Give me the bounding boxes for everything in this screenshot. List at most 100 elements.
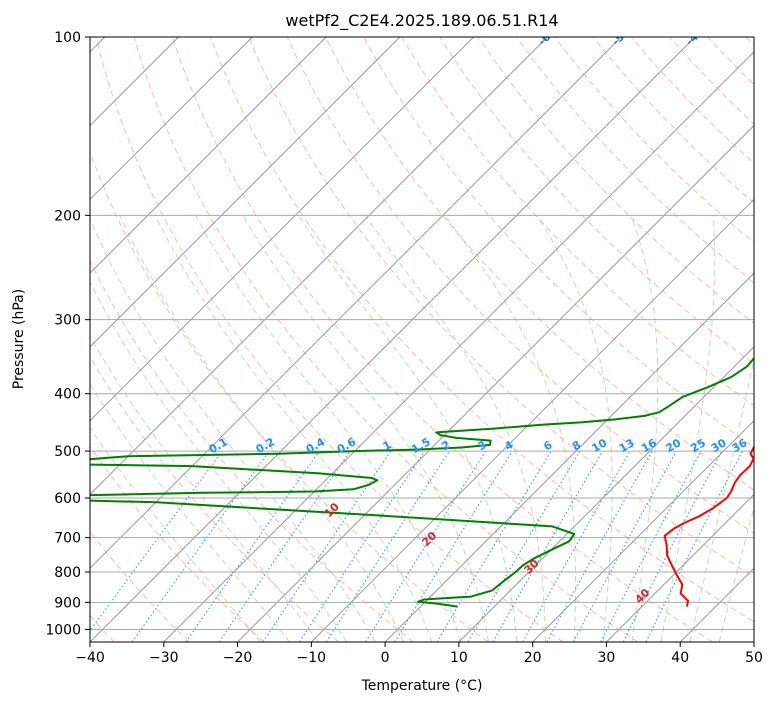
dry-adiabat-label: 20 <box>419 529 439 549</box>
y-tick-label: 1000 <box>45 622 81 638</box>
x-tick-label: −10 <box>297 650 327 666</box>
y-tick-label: 100 <box>54 30 81 46</box>
y-axis-label: Pressure (hPa) <box>11 288 27 390</box>
isotherm-label: -60 <box>535 25 558 48</box>
dry-adiabat <box>516 37 754 284</box>
y-tick-label: 900 <box>54 595 81 611</box>
mixing-ratio-line <box>299 450 426 642</box>
dry-adiabat <box>286 37 754 534</box>
dry-adiabat <box>90 356 339 642</box>
mixing-ratio-line <box>185 450 320 642</box>
isotherm <box>679 567 754 642</box>
isotherm <box>458 346 754 642</box>
dry-adiabat <box>363 37 754 449</box>
dry-adiabat <box>477 37 754 324</box>
isotherm <box>606 493 754 642</box>
dry-adiabat <box>90 445 265 642</box>
mixing-ratio-label: 13 <box>617 436 637 455</box>
mixing-ratio-line <box>572 450 677 642</box>
dry-adiabat <box>745 37 754 47</box>
isotherm <box>90 37 401 348</box>
isotherm <box>310 198 754 642</box>
y-tick-label: 700 <box>54 531 81 547</box>
grid-lines <box>90 37 754 642</box>
axis-ticks: −40 −30 −20 −10 0 10 20 30 40 50 100 200 300 400 500 60… <box>45 30 763 666</box>
mixing-ratio-line <box>394 450 513 642</box>
dry-adiabat <box>210 37 754 623</box>
dry-adiabat <box>95 37 564 642</box>
background-lines <box>90 37 754 642</box>
isotherm <box>90 37 696 642</box>
dry-adiabat-label: 30 <box>522 557 542 577</box>
moist-adiabat <box>90 217 376 642</box>
x-tick-label: −30 <box>149 650 179 666</box>
mixing-ratio-label: 0.6 <box>335 435 359 456</box>
moist-adiabat <box>90 426 261 642</box>
isotherm-label: -30 <box>757 25 775 48</box>
temperature-profile <box>663 445 754 607</box>
mixing-ratio-line <box>522 450 631 642</box>
dry-adiabat <box>248 37 754 578</box>
mixing-ratio-label: 10 <box>589 436 609 455</box>
dry-adiabat <box>630 37 754 164</box>
moist-adiabat <box>154 215 433 642</box>
x-tick-label: −20 <box>223 650 253 666</box>
mixing-ratio-line <box>645 450 744 642</box>
isotherm <box>90 37 475 422</box>
dry-adiabat-label: 40 <box>633 586 653 606</box>
isotherm <box>163 51 754 642</box>
dry-adiabat <box>171 37 713 642</box>
mixing-ratio-line <box>90 450 223 632</box>
moist-adiabat <box>444 215 577 642</box>
mixing-ratio-label: 25 <box>688 436 708 455</box>
moist-adiabat <box>298 215 518 642</box>
moist-adiabat <box>119 215 405 642</box>
moist-adiabat <box>536 215 613 642</box>
y-tick-label: 300 <box>54 313 81 329</box>
moist-adiabat <box>242 215 490 642</box>
x-tick-label: 40 <box>671 650 689 666</box>
dry-adiabat <box>669 37 754 125</box>
mixing-ratio-label: 20 <box>663 436 683 455</box>
mixing-ratio-line <box>600 450 702 642</box>
x-tick-label: 0 <box>381 650 390 666</box>
dry-adiabat <box>90 150 489 642</box>
mixing-ratio-label: 0.1 <box>207 435 230 456</box>
dry-adiabat <box>707 37 754 86</box>
x-axis-label: Temperature (°C) <box>361 678 483 694</box>
y-tick-label: 600 <box>54 491 81 507</box>
isotherm <box>384 272 754 642</box>
profiles <box>90 356 754 608</box>
mixing-ratio-line <box>436 450 552 642</box>
mixing-ratio-label: 36 <box>730 436 750 455</box>
moist-adiabat <box>90 335 319 642</box>
plot-frame <box>89 36 755 643</box>
mixing-ratio-line <box>546 450 653 642</box>
mixing-ratio-label: 30 <box>709 436 729 455</box>
isotherm-label: -50 <box>609 25 632 48</box>
isotherm <box>753 641 754 642</box>
y-tick-label: 500 <box>54 444 81 460</box>
chart-title: wetPf2_C2E4.2025.189.06.51.R14 <box>285 11 559 30</box>
moist-adiabat <box>90 280 348 642</box>
moist-adiabat <box>364 215 547 642</box>
y-tick-label: 400 <box>54 387 81 403</box>
dry-adiabat <box>133 37 639 642</box>
mixing-ratio-line <box>262 450 392 642</box>
moist-adiabat <box>195 215 461 642</box>
x-tick-label: 20 <box>524 650 542 666</box>
isotherm <box>90 37 622 569</box>
y-tick-label: 800 <box>54 565 81 581</box>
moist-adiabat <box>689 356 754 642</box>
isotherm-label: -40 <box>683 25 706 48</box>
isotherm <box>237 124 754 642</box>
dewpoint-profile <box>90 356 754 608</box>
x-tick-label: 50 <box>745 650 763 666</box>
dry-adiabat <box>90 531 190 642</box>
x-tick-label: −40 <box>75 650 105 666</box>
isotherm <box>90 37 253 201</box>
isotherm <box>532 419 754 642</box>
mixing-ratio-line <box>325 450 450 642</box>
